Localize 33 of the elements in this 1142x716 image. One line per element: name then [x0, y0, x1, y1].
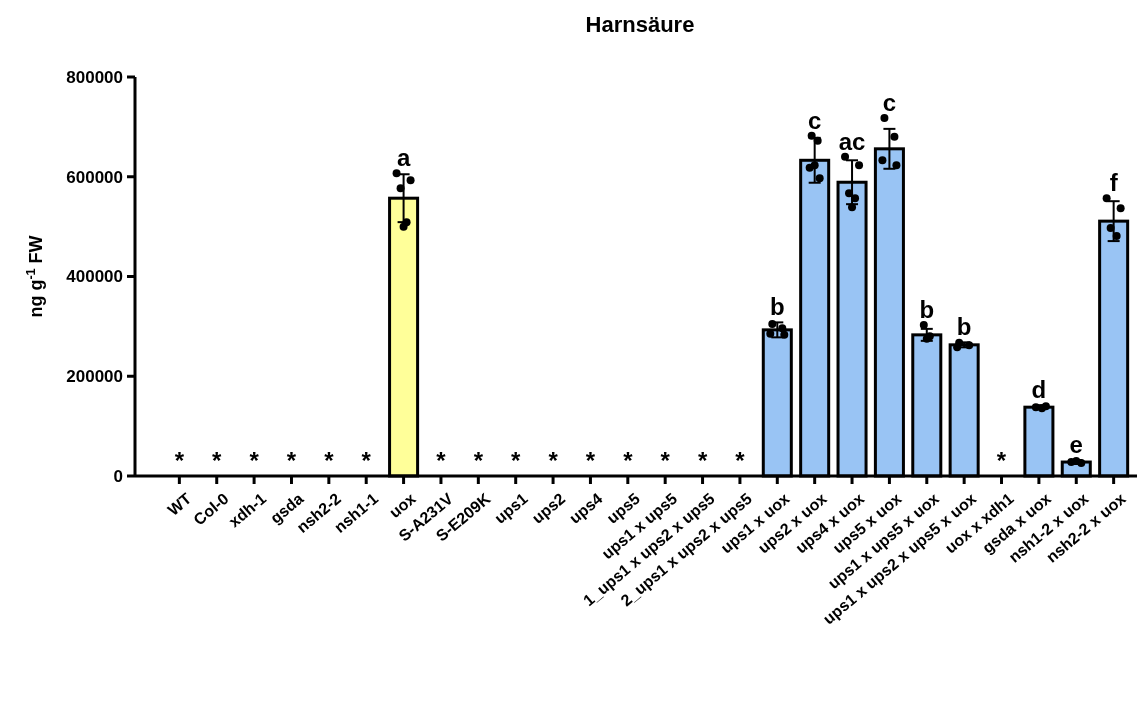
chart-title: Harnsäure [585, 12, 695, 37]
data-label: * [324, 447, 335, 474]
data-label: * [585, 447, 596, 474]
data-label: c [807, 106, 822, 134]
data-label: b [769, 293, 785, 321]
data-label: c [882, 88, 897, 116]
data-label: * [174, 447, 185, 474]
data-label: f [1109, 169, 1119, 197]
data-label: * [623, 447, 634, 474]
y-tick-label: 0 [113, 466, 123, 486]
x-tick-label: WT [164, 489, 195, 519]
data-label: * [735, 447, 746, 474]
data-label: * [996, 447, 1007, 474]
y-tick-label: 800000 [66, 67, 123, 87]
data-label: d [1031, 376, 1047, 404]
data-label: * [212, 447, 223, 474]
data-label: b [956, 313, 972, 341]
data-label: * [249, 447, 260, 474]
data-label: * [286, 447, 297, 474]
data-label: b [919, 295, 935, 323]
data-label: e [1069, 431, 1083, 459]
y-tick-label: 400000 [66, 267, 123, 287]
data-label: * [436, 447, 447, 474]
data-label: ac [838, 127, 866, 155]
data-label: * [660, 447, 671, 474]
data-label: * [473, 447, 484, 474]
y-tick-label: 200000 [66, 367, 123, 387]
data-label: * [548, 447, 559, 474]
data-label: a [396, 144, 411, 172]
data-label: * [697, 447, 708, 474]
y-tick-label: 600000 [66, 167, 123, 187]
data-label: * [361, 447, 372, 474]
data-label: * [511, 447, 522, 474]
